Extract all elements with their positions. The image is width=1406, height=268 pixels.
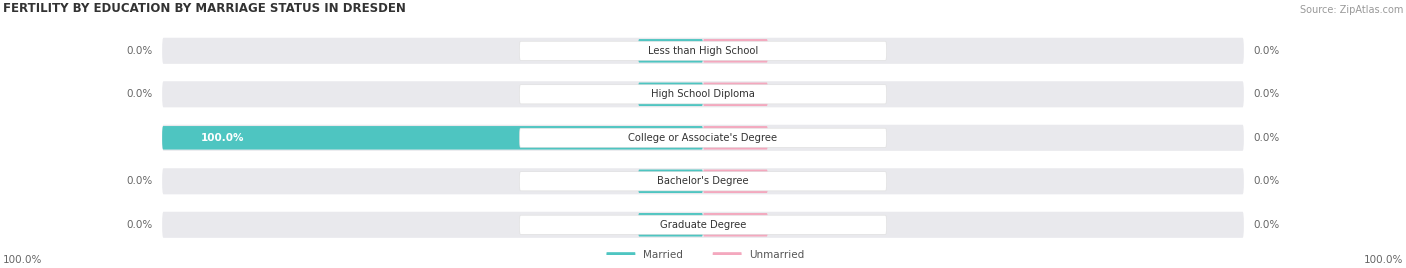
FancyBboxPatch shape: [703, 126, 768, 150]
FancyBboxPatch shape: [703, 213, 768, 237]
Text: Bachelor's Degree: Bachelor's Degree: [657, 176, 749, 186]
Text: 0.0%: 0.0%: [127, 176, 152, 186]
Text: 100.0%: 100.0%: [1364, 255, 1403, 265]
FancyBboxPatch shape: [162, 125, 1244, 151]
Text: Source: ZipAtlas.com: Source: ZipAtlas.com: [1301, 5, 1403, 15]
Text: 0.0%: 0.0%: [1254, 133, 1279, 143]
FancyBboxPatch shape: [638, 83, 703, 106]
FancyBboxPatch shape: [606, 252, 636, 258]
FancyBboxPatch shape: [162, 126, 703, 150]
Text: 100.0%: 100.0%: [3, 255, 42, 265]
Text: 0.0%: 0.0%: [1254, 89, 1279, 99]
Text: 100.0%: 100.0%: [201, 133, 245, 143]
FancyBboxPatch shape: [703, 39, 768, 62]
Text: 0.0%: 0.0%: [127, 89, 152, 99]
FancyBboxPatch shape: [703, 83, 768, 106]
FancyBboxPatch shape: [519, 41, 887, 60]
FancyBboxPatch shape: [713, 252, 741, 258]
Text: 0.0%: 0.0%: [1254, 46, 1279, 56]
FancyBboxPatch shape: [162, 212, 1244, 238]
FancyBboxPatch shape: [519, 172, 887, 191]
FancyBboxPatch shape: [638, 39, 703, 62]
FancyBboxPatch shape: [519, 215, 887, 234]
FancyBboxPatch shape: [162, 81, 1244, 107]
Text: High School Diploma: High School Diploma: [651, 89, 755, 99]
FancyBboxPatch shape: [162, 168, 1244, 194]
FancyBboxPatch shape: [519, 128, 887, 147]
Text: 0.0%: 0.0%: [127, 220, 152, 230]
Text: FERTILITY BY EDUCATION BY MARRIAGE STATUS IN DRESDEN: FERTILITY BY EDUCATION BY MARRIAGE STATU…: [3, 2, 406, 15]
Text: College or Associate's Degree: College or Associate's Degree: [628, 133, 778, 143]
Text: Married: Married: [643, 250, 682, 260]
FancyBboxPatch shape: [162, 38, 1244, 64]
Text: 0.0%: 0.0%: [1254, 176, 1279, 186]
FancyBboxPatch shape: [519, 85, 887, 104]
FancyBboxPatch shape: [638, 170, 703, 193]
Text: 0.0%: 0.0%: [127, 46, 152, 56]
Text: 0.0%: 0.0%: [1254, 220, 1279, 230]
Text: Graduate Degree: Graduate Degree: [659, 220, 747, 230]
Text: Less than High School: Less than High School: [648, 46, 758, 56]
FancyBboxPatch shape: [638, 213, 703, 237]
FancyBboxPatch shape: [703, 170, 768, 193]
Text: Unmarried: Unmarried: [749, 250, 804, 260]
